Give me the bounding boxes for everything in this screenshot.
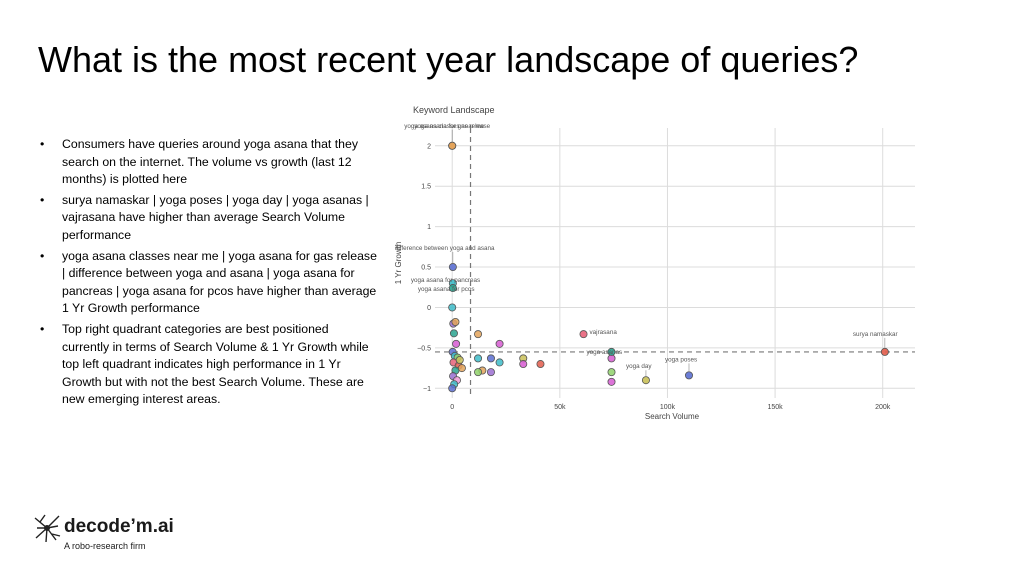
point-label: yoga asana classes near me bbox=[404, 123, 485, 130]
data-point bbox=[486, 354, 495, 363]
point-label: yoga asana for pancreas bbox=[411, 277, 480, 284]
point-label: yoga poses bbox=[665, 356, 697, 363]
chart-title: Keyword Landscape bbox=[413, 105, 495, 115]
y-tick-label: 1 bbox=[427, 224, 431, 231]
point-label: surya namaskar bbox=[853, 331, 898, 338]
grid bbox=[435, 128, 915, 398]
data-point bbox=[536, 360, 545, 369]
data-point bbox=[474, 368, 483, 377]
data-point bbox=[495, 339, 504, 348]
x-tick-label: 200k bbox=[875, 404, 891, 411]
y-tick-label: −0.5 bbox=[417, 345, 431, 352]
bullet-item: surya namaskar | yoga poses | yoga day |… bbox=[38, 192, 378, 245]
keyword-landscape-chart: Keyword Landscape 0 50k 100k 150k 200k −1 −0.5… bbox=[385, 98, 925, 428]
data-point bbox=[486, 368, 495, 377]
x-tick-label: 50k bbox=[554, 404, 566, 411]
data-point bbox=[452, 339, 461, 348]
x-tick-label: 150k bbox=[767, 404, 783, 411]
point-label: yoga asanas bbox=[587, 349, 623, 356]
company-logo: decode’m.ai A robo-research firm bbox=[32, 512, 232, 556]
logo-mark-icon bbox=[34, 514, 61, 543]
data-point bbox=[451, 318, 460, 327]
y-axis-label: 1 Yr Growth bbox=[394, 242, 403, 285]
logo-tagline: A robo-research firm bbox=[64, 541, 146, 551]
data-point bbox=[448, 284, 457, 293]
data-point bbox=[579, 330, 588, 339]
data-points bbox=[448, 141, 889, 393]
y-tick-label: −1 bbox=[423, 386, 431, 393]
data-point bbox=[880, 347, 889, 356]
point-label: yoga asana for pcos bbox=[418, 286, 475, 293]
point-label: difference between yoga and asana bbox=[395, 245, 495, 252]
data-point bbox=[607, 368, 616, 377]
chart-svg: Keyword Landscape 0 50k 100k 150k 200k −1 −0.5… bbox=[394, 105, 915, 421]
bullet-item: yoga asana classes near me | yoga asana … bbox=[38, 248, 378, 318]
point-label: yoga day bbox=[626, 363, 652, 370]
bullet-item: Consumers have queries around yoga asana… bbox=[38, 136, 378, 189]
x-tick-label: 0 bbox=[450, 404, 454, 411]
slide-title: What is the most recent year landscape o… bbox=[38, 39, 859, 80]
y-tick-label: 0.5 bbox=[421, 265, 431, 272]
data-point bbox=[455, 356, 464, 365]
point-label: yoga asana for gas release bbox=[414, 123, 490, 130]
data-point bbox=[449, 329, 458, 338]
logo-name: decode’m.ai bbox=[64, 516, 174, 537]
data-point bbox=[457, 364, 466, 373]
axis-ticks: 0 50k 100k 150k 200k −1 −0.5 0 0.5 1 1.5 2 bbox=[417, 143, 891, 411]
point-label: vajrasana bbox=[590, 329, 618, 336]
y-tick-label: 1.5 bbox=[421, 184, 431, 191]
data-point bbox=[448, 263, 457, 272]
data-point bbox=[448, 384, 457, 393]
data-point bbox=[474, 330, 483, 339]
data-point bbox=[495, 358, 504, 367]
bullet-list: Consumers have queries around yoga asana… bbox=[38, 136, 378, 412]
data-point bbox=[448, 303, 457, 312]
data-point bbox=[519, 360, 528, 369]
data-point bbox=[684, 371, 693, 380]
y-tick-label: 2 bbox=[427, 143, 431, 150]
y-tick-label: 0 bbox=[427, 305, 431, 312]
data-point bbox=[641, 376, 650, 385]
bullet-item: Top right quadrant categories are best p… bbox=[38, 321, 378, 409]
data-point bbox=[448, 141, 457, 150]
data-point bbox=[474, 354, 483, 363]
data-point bbox=[607, 347, 616, 356]
x-axis-label: Search Volume bbox=[645, 412, 700, 421]
data-point bbox=[607, 377, 616, 386]
reference-lines bbox=[435, 128, 915, 398]
x-tick-label: 100k bbox=[660, 404, 676, 411]
